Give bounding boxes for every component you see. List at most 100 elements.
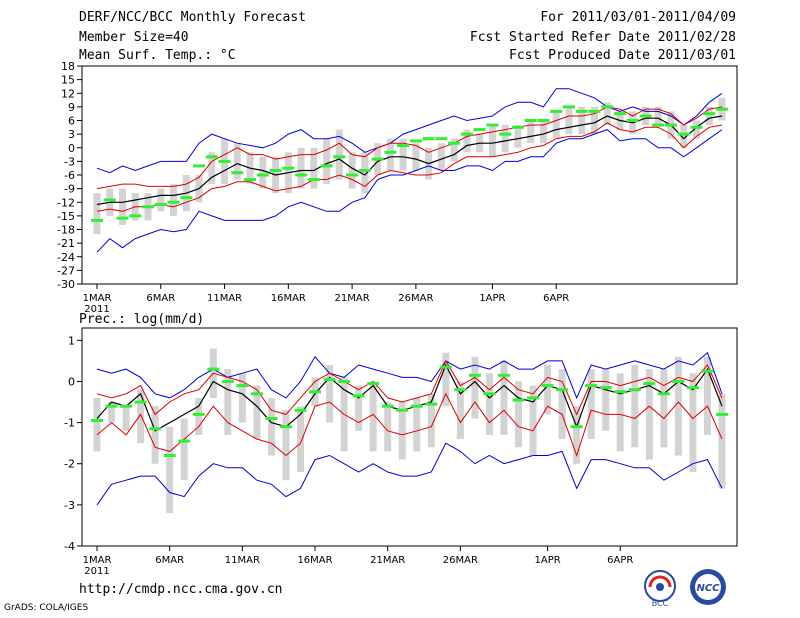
prec-maximum-line xyxy=(96,351,723,400)
prec-x-tick-label: 1APR xyxy=(534,555,560,566)
temp-x-tick-label: 1MAR xyxy=(83,293,112,304)
temp-median-mark xyxy=(652,123,665,127)
prec-median-mark xyxy=(338,379,351,383)
temp-median-mark xyxy=(142,205,155,209)
temp-y-tick-label: -27 xyxy=(57,264,75,277)
temp-median-mark xyxy=(524,119,537,122)
temp-y-tick-label: -30 xyxy=(57,278,75,291)
prec-median-mark xyxy=(701,369,714,373)
prec-median-mark xyxy=(163,454,176,458)
temp-box xyxy=(527,120,535,144)
prec-plot-frame xyxy=(81,327,738,547)
temp-box xyxy=(501,125,509,153)
variable-label: Mean Surf. Temp.: °C xyxy=(79,48,236,63)
temp-box xyxy=(603,102,611,126)
temp-median-mark xyxy=(575,109,588,113)
temp-median-mark xyxy=(129,214,142,218)
temp-box xyxy=(93,193,101,235)
temp-y-tick-label: -12 xyxy=(57,196,75,209)
prec-box xyxy=(602,369,610,431)
temp-median-mark xyxy=(205,155,218,159)
prec-median-mark xyxy=(628,388,641,392)
temp-box xyxy=(680,125,688,148)
prec-box xyxy=(558,369,566,440)
prec-median-mark xyxy=(599,386,612,390)
temp-box xyxy=(450,138,458,162)
prec-median-mark xyxy=(105,404,118,408)
temp-median-mark xyxy=(218,159,231,163)
temp-box xyxy=(323,138,331,185)
prec-box xyxy=(166,426,174,514)
prec-median-mark xyxy=(192,412,205,416)
prec-box xyxy=(573,406,581,464)
temp-x-tick-label: 26MAR xyxy=(398,293,433,304)
temp-y-tick-label: -24 xyxy=(57,251,75,264)
prec-box xyxy=(616,373,624,452)
temp-median-mark xyxy=(103,198,116,202)
temp-maximum-line xyxy=(96,88,723,174)
prec-box xyxy=(718,393,726,489)
source-url[interactable]: http://cmdp.ncc.cma.gov.cn xyxy=(79,582,283,597)
prec-median-mark xyxy=(512,398,525,402)
temp-y-tick-label: 18 xyxy=(61,60,75,73)
prec-box xyxy=(645,369,653,460)
temp-median-mark xyxy=(333,155,346,159)
temp-y-tick-label: -21 xyxy=(57,237,75,250)
temp-y-tick-label: 9 xyxy=(68,101,75,114)
temp-box xyxy=(578,106,586,135)
temp-median-mark xyxy=(231,171,244,175)
temp-median-mark xyxy=(639,114,652,118)
produced-date: Fcst Produced Date 2011/03/01 xyxy=(509,48,736,63)
prec-y-tick-label: -4 xyxy=(64,540,75,553)
prec-box xyxy=(267,397,275,456)
temp-y-tick-label: 3 xyxy=(68,128,75,141)
prec-median-mark xyxy=(352,394,365,398)
temp-median-mark xyxy=(435,137,448,141)
temp-x-tick-label: 21MAR xyxy=(335,293,370,304)
temp-minimum-line xyxy=(96,129,723,253)
start-date: Fcst Started Refer Date 2011/02/28 xyxy=(469,30,736,45)
temp-x-tick-label: 1APR xyxy=(479,293,505,304)
temp-y-tick-label: -3 xyxy=(64,155,75,168)
prec-x-tick-label: 6APR xyxy=(607,555,633,566)
bcc-logo-text: BCC xyxy=(652,599,669,608)
prec-box xyxy=(384,402,392,452)
temp-median-mark xyxy=(346,173,359,177)
temp-box xyxy=(233,143,241,180)
prec-box xyxy=(253,385,261,440)
prec-box xyxy=(108,402,116,423)
prec-median-mark xyxy=(294,408,307,412)
prec-mean-line xyxy=(96,363,723,432)
temp-box xyxy=(552,111,560,139)
prec-x-year-label: 2011 xyxy=(84,566,109,577)
temp-box xyxy=(157,188,165,212)
prec-x-tick-label: 26MAR xyxy=(443,555,478,566)
temp-box xyxy=(488,125,496,157)
prec-median-mark xyxy=(454,388,467,392)
temp-box xyxy=(297,147,305,189)
prec-median-mark xyxy=(91,419,103,423)
prec-upper-line xyxy=(96,359,723,416)
temp-median-mark xyxy=(320,164,333,168)
temp-median-mark xyxy=(358,168,371,172)
prec-box xyxy=(122,406,130,431)
temp-y-tick-label: -18 xyxy=(57,224,75,237)
prec-x-tick-label: 11MAR xyxy=(225,555,260,566)
prec-median-mark xyxy=(614,390,627,394)
temp-box xyxy=(310,147,318,189)
prec-median-mark xyxy=(541,384,554,388)
temp-lower-line xyxy=(96,122,723,212)
temp-median-mark xyxy=(244,178,257,182)
temp-box xyxy=(565,106,573,135)
temp-median-mark xyxy=(690,125,703,129)
temp-box xyxy=(335,129,343,180)
temp-x-tick-label: 6MAR xyxy=(146,293,175,304)
temp-median-mark xyxy=(397,143,410,147)
prec-box xyxy=(151,406,159,464)
prec-box xyxy=(224,369,232,435)
temp-y-tick-label: 15 xyxy=(61,74,75,87)
prec-median-mark xyxy=(221,379,234,383)
grads-credit: GrADS: COLA/IGES xyxy=(4,603,89,613)
temp-box xyxy=(399,138,407,171)
